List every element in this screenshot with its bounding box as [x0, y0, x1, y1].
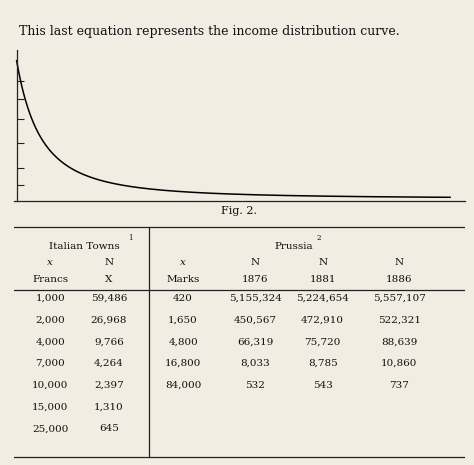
Text: This last equation represents the income distribution curve.: This last equation represents the income…: [18, 25, 400, 38]
Text: 7,000: 7,000: [36, 359, 65, 368]
Text: 1886: 1886: [386, 275, 412, 284]
Text: 1881: 1881: [310, 275, 336, 284]
Text: 1,650: 1,650: [168, 316, 198, 325]
Text: 450,567: 450,567: [234, 316, 277, 325]
Text: x: x: [47, 258, 53, 267]
Text: X: X: [105, 275, 112, 284]
Text: 2: 2: [317, 234, 321, 242]
Text: 66,319: 66,319: [237, 337, 273, 346]
Text: Marks: Marks: [166, 275, 200, 284]
Text: x: x: [180, 258, 186, 267]
Text: 2,000: 2,000: [36, 316, 65, 325]
Text: 1: 1: [128, 234, 132, 242]
Text: 5,155,324: 5,155,324: [228, 294, 282, 303]
Text: N: N: [104, 258, 113, 267]
Text: 25,000: 25,000: [32, 425, 68, 433]
Text: 59,486: 59,486: [91, 294, 127, 303]
Text: 9,766: 9,766: [94, 337, 124, 346]
Text: 10,860: 10,860: [381, 359, 418, 368]
Text: 1,000: 1,000: [36, 294, 65, 303]
Text: Italian Towns: Italian Towns: [49, 242, 119, 251]
Text: 543: 543: [313, 381, 333, 390]
Text: N: N: [251, 258, 260, 267]
Text: Fig. 2.: Fig. 2.: [221, 206, 257, 217]
Text: 5,557,107: 5,557,107: [373, 294, 426, 303]
Text: 26,968: 26,968: [91, 316, 127, 325]
Text: N: N: [395, 258, 404, 267]
Text: 88,639: 88,639: [381, 337, 418, 346]
Text: Prussia: Prussia: [274, 242, 313, 251]
Text: 4,000: 4,000: [36, 337, 65, 346]
Text: 5,224,654: 5,224,654: [296, 294, 349, 303]
Text: 532: 532: [245, 381, 265, 390]
Text: 75,720: 75,720: [304, 337, 341, 346]
Text: 84,000: 84,000: [165, 381, 201, 390]
Text: 420: 420: [173, 294, 193, 303]
Text: 1,310: 1,310: [94, 403, 124, 412]
Text: 8,033: 8,033: [240, 359, 270, 368]
Text: 737: 737: [389, 381, 409, 390]
Text: 4,264: 4,264: [94, 359, 124, 368]
Text: 10,000: 10,000: [32, 381, 68, 390]
Text: 1876: 1876: [242, 275, 268, 284]
Text: 4,800: 4,800: [168, 337, 198, 346]
Text: 645: 645: [99, 425, 118, 433]
Text: 15,000: 15,000: [32, 403, 68, 412]
Text: 8,785: 8,785: [308, 359, 337, 368]
Text: 16,800: 16,800: [165, 359, 201, 368]
Text: 472,910: 472,910: [301, 316, 344, 325]
Text: Francs: Francs: [32, 275, 68, 284]
Text: 522,321: 522,321: [378, 316, 421, 325]
Text: N: N: [318, 258, 327, 267]
Text: 2,397: 2,397: [94, 381, 124, 390]
